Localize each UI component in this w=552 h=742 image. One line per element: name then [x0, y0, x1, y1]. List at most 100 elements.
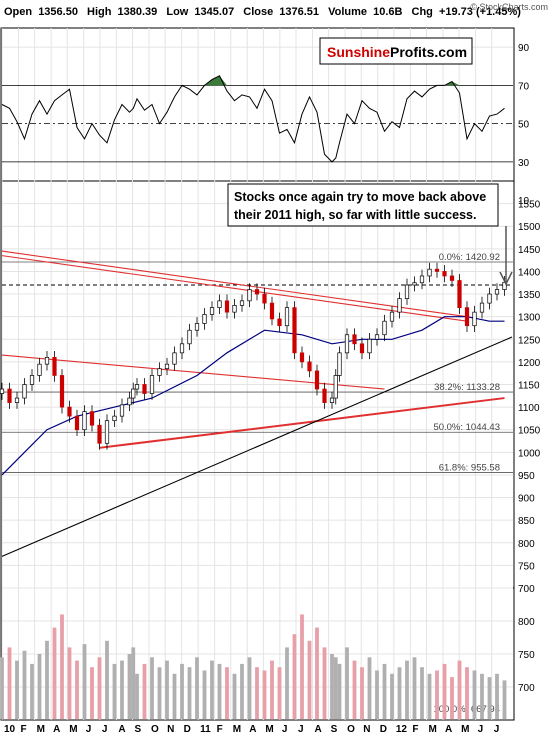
rsi-tick-label: 90 [518, 43, 530, 54]
candle-body [434, 268, 440, 272]
volume-bar [0, 657, 4, 719]
volume-bar [255, 667, 259, 719]
price-tick-label: 1250 [518, 335, 541, 346]
candle-body [284, 307, 290, 327]
price-tick-label: 850 [518, 516, 535, 527]
fibonacci-label: 0.0%: 1420.92 [439, 252, 500, 263]
candle-body [37, 363, 42, 376]
x-tick-label: J [298, 724, 304, 735]
logo-part2: Profits.com [390, 44, 467, 60]
low-value: 1345.07 [194, 6, 234, 18]
volume-bar [382, 663, 387, 719]
x-tick-label: S [135, 724, 142, 735]
volume-bar [225, 667, 229, 719]
volume-tick-label: 750 [518, 650, 535, 661]
annotation-line2: their 2011 high, so far with little succ… [234, 208, 476, 222]
candle-body [427, 268, 432, 277]
price-tick-label: 1400 [518, 267, 541, 278]
x-tick-label: F [21, 724, 27, 735]
volume-bar [75, 660, 79, 719]
x-tick-label: A [315, 724, 322, 735]
price-tick-label: 1500 [518, 222, 541, 233]
candle-body [333, 375, 338, 399]
candle-body [194, 323, 200, 331]
watermark: © StockCharts.com [470, 2, 548, 12]
candle-body [254, 289, 260, 295]
candle-body [179, 343, 185, 354]
candle-body [209, 307, 215, 315]
price-tick-label: 1550 [518, 200, 541, 211]
candle-body [277, 318, 282, 327]
price-tick-label: 950 [518, 471, 535, 482]
price-tick-label: 1350 [518, 290, 541, 301]
volume-bar [427, 673, 432, 719]
candle-body [82, 411, 87, 431]
open-value: 1356.50 [38, 6, 78, 18]
volume-bar [150, 657, 154, 719]
volume-bar [330, 654, 334, 719]
volume-bar [450, 677, 454, 719]
candle-body [419, 275, 425, 284]
volume-bar [180, 663, 184, 719]
rsi-tick-label: 50 [518, 120, 530, 131]
candle-body [127, 397, 132, 406]
x-tick-label: 10 [4, 724, 16, 735]
volume-bar [90, 667, 94, 719]
fibonacci-label: 61.8%: 955.58 [439, 462, 500, 473]
volume-bar [105, 640, 109, 719]
rsi-tick-label: 30 [518, 158, 530, 169]
trendline-red [1, 250, 468, 318]
volume-bar [397, 667, 402, 719]
trendline-red [1, 354, 385, 390]
volume-bar [292, 634, 297, 719]
volume-bar [172, 673, 177, 719]
svg-text:SunshineProfits.com: SunshineProfits.com [327, 44, 467, 60]
candle-body [149, 375, 155, 394]
rsi-line [1, 75, 505, 163]
volume-bar [412, 657, 417, 719]
chg-label: Chg [412, 6, 433, 18]
candle-body [172, 352, 177, 365]
volume-bar [22, 650, 27, 719]
candle-body [374, 334, 380, 340]
x-tick-label: N [167, 724, 174, 735]
price-tick-label: 1100 [518, 403, 540, 414]
rsi-tick-label: 70 [518, 81, 530, 92]
volume-bar [390, 673, 394, 719]
volume-bar [360, 667, 364, 719]
x-tick-label: D [380, 724, 387, 735]
candle-body [112, 415, 117, 422]
candle-body [449, 275, 455, 281]
volume-bar [7, 647, 12, 719]
fibonacci-label: 38.2%: 1133.28 [434, 382, 500, 393]
candle-body [314, 370, 320, 390]
price-tick-label: 1200 [518, 358, 541, 369]
volume-bar [247, 657, 252, 719]
x-tick-label: J [86, 724, 92, 735]
candle-body [487, 293, 492, 304]
volume-bar [210, 660, 214, 719]
candle-body [472, 311, 477, 327]
x-tick-label: J [478, 724, 484, 735]
volume-bar [442, 663, 447, 719]
logo: SunshineProfits.com [319, 37, 473, 65]
high-value: 1380.39 [118, 6, 158, 18]
volume-bar [127, 654, 132, 719]
x-tick-label: A [249, 724, 256, 735]
x-tick-label: A [118, 724, 125, 735]
candle-body [52, 357, 57, 376]
volume-bar [465, 667, 469, 719]
candle-body [344, 334, 350, 354]
volume-bar [120, 660, 124, 719]
candle-body [104, 420, 110, 444]
price-tick-label: 700 [518, 584, 535, 595]
volume-bar [345, 647, 349, 719]
candle-body [389, 311, 395, 322]
volume-bar [472, 670, 477, 719]
x-tick-label: A [53, 724, 60, 735]
chg-value: +19.73 (+1.45%) [439, 6, 521, 18]
volume-bar [232, 673, 237, 719]
volume-bar [333, 657, 338, 719]
candle-body [292, 307, 297, 354]
